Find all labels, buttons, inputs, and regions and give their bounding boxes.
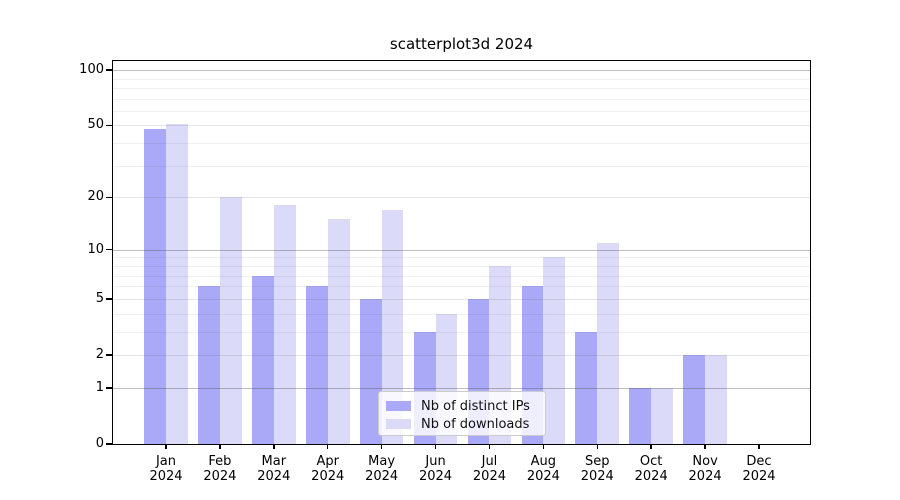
bar-distinct-ips-sep: [575, 331, 598, 444]
bar-downloads-mar: [273, 205, 296, 444]
bar-downloads-sep: [597, 242, 620, 444]
x-tick-mark-mar: [273, 444, 275, 449]
legend-label-downloads: Nb of downloads: [421, 416, 530, 432]
y-tick-mark-5: [106, 298, 113, 300]
y-tick-label-10: 10: [87, 241, 104, 257]
legend-swatch-distinct-ips: [386, 401, 411, 411]
y-tick-mark-1: [106, 387, 113, 389]
x-tick-mark-oct: [650, 444, 652, 449]
bar-downloads-nov: [705, 355, 727, 444]
x-tick-label-dec: Dec 2024: [742, 454, 776, 484]
x-tick-mark-jun: [434, 444, 437, 449]
x-tick-label-nov: Nov 2024: [688, 454, 722, 484]
x-tick-label-may: May 2024: [365, 454, 399, 484]
bar-downloads-oct: [651, 387, 673, 444]
x-tick-label-jan: Jan 2024: [149, 454, 183, 484]
legend-row-downloads: Nb of downloads: [386, 415, 537, 433]
y-tick-label-0: 0: [95, 436, 104, 451]
y-tick-label-20: 20: [87, 189, 104, 205]
bar-distinct-ips-mar: [252, 275, 274, 444]
legend: Nb of distinct IPs Nb of downloads: [378, 391, 546, 436]
y-tick-label-100: 100: [79, 62, 104, 78]
y-tick-mark-50: [106, 124, 113, 127]
legend-row-distinct-ips: Nb of distinct IPs: [386, 397, 537, 415]
bar-downloads-apr: [327, 219, 350, 444]
bar-downloads-jan: [166, 123, 188, 444]
bar-distinct-ips-feb: [198, 286, 220, 444]
x-tick-label-feb: Feb 2024: [203, 454, 237, 484]
x-tick-mark-jan: [165, 444, 167, 449]
bars-layer: [113, 61, 810, 444]
y-tick-label-2: 2: [95, 346, 104, 362]
bar-downloads-feb: [219, 197, 242, 444]
bar-distinct-ips-may: [359, 298, 382, 444]
x-tick-label-sep: Sep 2024: [580, 454, 614, 484]
x-tick-mark-dec: [758, 444, 760, 449]
x-tick-mark-jul: [488, 444, 491, 449]
x-tick-mark-may: [380, 444, 383, 449]
bar-downloads-aug: [543, 257, 566, 444]
y-tick-mark-100: [106, 69, 113, 71]
legend-swatch-downloads: [386, 419, 411, 429]
y-tick-mark-10: [106, 248, 113, 251]
bar-distinct-ips-jan: [144, 128, 166, 444]
x-tick-label-mar: Mar 2024: [257, 454, 291, 484]
x-tick-label-apr: Apr 2024: [311, 454, 345, 484]
x-tick-label-oct: Oct 2024: [634, 454, 668, 484]
y-tick-label-1: 1: [95, 379, 104, 395]
y-tick-mark-2: [106, 354, 113, 356]
y-tick-mark-20: [106, 196, 113, 199]
bar-distinct-ips-oct: [629, 387, 652, 444]
legend-label-distinct-ips: Nb of distinct IPs: [421, 398, 530, 414]
y-tick-label-50: 50: [87, 117, 104, 133]
x-tick-mark-nov: [704, 444, 706, 449]
y-tick-label-5: 5: [95, 290, 104, 306]
y-tick-mark-0: [106, 443, 113, 445]
x-tick-label-jul: Jul 2024: [472, 454, 506, 484]
bar-downloads-may: [381, 209, 404, 444]
x-tick-mark-apr: [326, 444, 329, 449]
x-tick-label-aug: Aug 2024: [526, 454, 560, 484]
x-tick-label-jun: Jun 2024: [418, 454, 453, 484]
bar-distinct-ips-apr: [305, 286, 328, 444]
chart-title: scatterplot3d 2024: [389, 35, 534, 53]
x-tick-mark-feb: [219, 444, 221, 449]
x-tick-mark-sep: [596, 444, 599, 449]
bar-distinct-ips-nov: [683, 355, 706, 444]
x-tick-mark-aug: [542, 444, 545, 449]
